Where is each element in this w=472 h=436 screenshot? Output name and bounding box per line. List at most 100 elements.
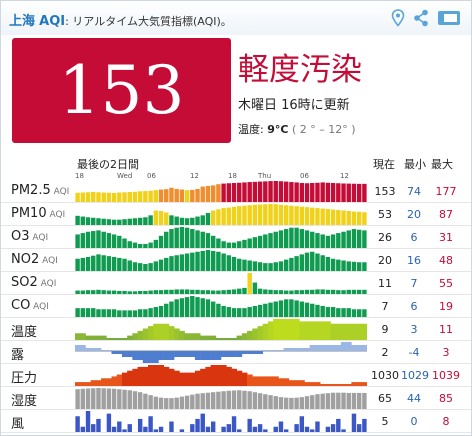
data-bar bbox=[263, 429, 268, 433]
data-bar bbox=[252, 392, 258, 409]
data-bar bbox=[231, 289, 237, 294]
data-bar bbox=[205, 426, 211, 432]
data-bar bbox=[237, 390, 242, 409]
data-bar bbox=[268, 263, 273, 272]
data-bar bbox=[346, 230, 351, 248]
data-bar bbox=[200, 290, 205, 294]
data-bar bbox=[132, 310, 138, 317]
data-bar bbox=[111, 219, 117, 225]
row-label: SO2 AQI bbox=[11, 275, 56, 290]
data-bar bbox=[137, 366, 144, 386]
data-bar bbox=[137, 392, 143, 409]
row-chart bbox=[75, 250, 367, 272]
data-bar bbox=[241, 351, 248, 354]
row-divider bbox=[1, 432, 471, 433]
data-bar bbox=[341, 308, 346, 317]
data-bar bbox=[361, 382, 367, 386]
data-bar bbox=[148, 308, 153, 317]
row-label-text: PM10 bbox=[11, 206, 47, 221]
data-bar bbox=[356, 309, 362, 317]
data-bar bbox=[283, 299, 289, 317]
data-bar bbox=[137, 418, 143, 433]
axis-tick: 18 bbox=[75, 172, 84, 180]
data-bar bbox=[195, 251, 200, 271]
data-bar bbox=[96, 289, 101, 294]
data-bar bbox=[158, 290, 164, 294]
data-bar bbox=[75, 333, 81, 340]
data-bar bbox=[91, 231, 96, 248]
row-current: 7 bbox=[381, 300, 389, 313]
data-bar bbox=[194, 370, 201, 386]
data-bar bbox=[148, 351, 154, 363]
data-bar bbox=[263, 289, 268, 294]
data-bar bbox=[231, 351, 237, 357]
history-row: 湿度 65 44 85 bbox=[1, 387, 471, 410]
aqi-label[interactable]: AQI bbox=[39, 14, 66, 29]
data-bar bbox=[111, 388, 117, 409]
row-label-text: 湿度 bbox=[11, 394, 38, 409]
data-bar bbox=[341, 290, 346, 294]
history-row: O3 AQI 26 6 31 bbox=[1, 226, 471, 249]
row-label-text: 温度 bbox=[11, 325, 38, 340]
row-label: O3 AQI bbox=[11, 229, 48, 244]
data-bar bbox=[169, 256, 174, 272]
data-bar bbox=[263, 234, 268, 248]
data-bar bbox=[106, 413, 112, 433]
row-unit: AQI bbox=[37, 279, 57, 289]
row-unit: AQI bbox=[30, 302, 49, 312]
data-bar bbox=[320, 234, 325, 248]
data-bar bbox=[164, 231, 169, 248]
axis-tick: Wed bbox=[117, 172, 133, 180]
history-row: 風 5 0 8 bbox=[1, 410, 471, 433]
window-icon[interactable] bbox=[437, 9, 461, 27]
data-bar bbox=[315, 253, 320, 271]
data-bar bbox=[315, 394, 320, 409]
share-icon[interactable] bbox=[413, 9, 429, 27]
data-bar bbox=[309, 345, 316, 351]
data-bar bbox=[299, 348, 305, 351]
data-bar bbox=[351, 345, 357, 351]
row-current: 26 bbox=[378, 231, 392, 244]
data-bar bbox=[91, 424, 96, 433]
data-bar bbox=[127, 351, 133, 357]
row-current: 65 bbox=[378, 392, 392, 405]
data-bar bbox=[216, 303, 221, 317]
data-bar bbox=[121, 338, 128, 340]
data-bar bbox=[325, 393, 331, 409]
data-bar bbox=[91, 388, 96, 409]
widget-title: 上海 AQI: リアルタイム大気質指標(AQI)。 bbox=[9, 10, 232, 29]
data-bar bbox=[289, 257, 294, 272]
row-min: 6 bbox=[410, 231, 418, 244]
data-bar bbox=[304, 396, 310, 409]
data-bar bbox=[299, 380, 305, 386]
data-bar bbox=[314, 382, 321, 386]
data-bar bbox=[341, 231, 346, 248]
map-pin-icon[interactable] bbox=[391, 9, 405, 27]
city-name[interactable]: 上海 bbox=[9, 14, 36, 29]
data-bar bbox=[168, 351, 175, 360]
data-bar bbox=[221, 426, 226, 432]
data-bar bbox=[299, 321, 305, 341]
data-bar bbox=[257, 393, 263, 409]
data-bar bbox=[278, 261, 284, 272]
data-bar bbox=[341, 260, 346, 271]
data-bar bbox=[205, 290, 211, 294]
data-bar bbox=[336, 392, 341, 409]
data-bar bbox=[195, 188, 200, 202]
data-bar bbox=[304, 348, 310, 351]
data-bar bbox=[288, 380, 295, 386]
data-bar bbox=[252, 328, 258, 340]
data-bar bbox=[283, 229, 289, 248]
data-bar bbox=[288, 319, 295, 340]
row-min: 7 bbox=[410, 277, 418, 290]
data-bar bbox=[195, 297, 200, 317]
data-bar bbox=[310, 429, 315, 433]
data-bar bbox=[101, 255, 106, 271]
data-bar bbox=[242, 182, 247, 202]
data-bar bbox=[315, 421, 320, 432]
row-current: 153 bbox=[374, 185, 396, 198]
data-bar bbox=[226, 390, 232, 409]
data-bar bbox=[184, 333, 191, 340]
data-bar bbox=[184, 190, 190, 202]
data-bar bbox=[351, 309, 357, 317]
